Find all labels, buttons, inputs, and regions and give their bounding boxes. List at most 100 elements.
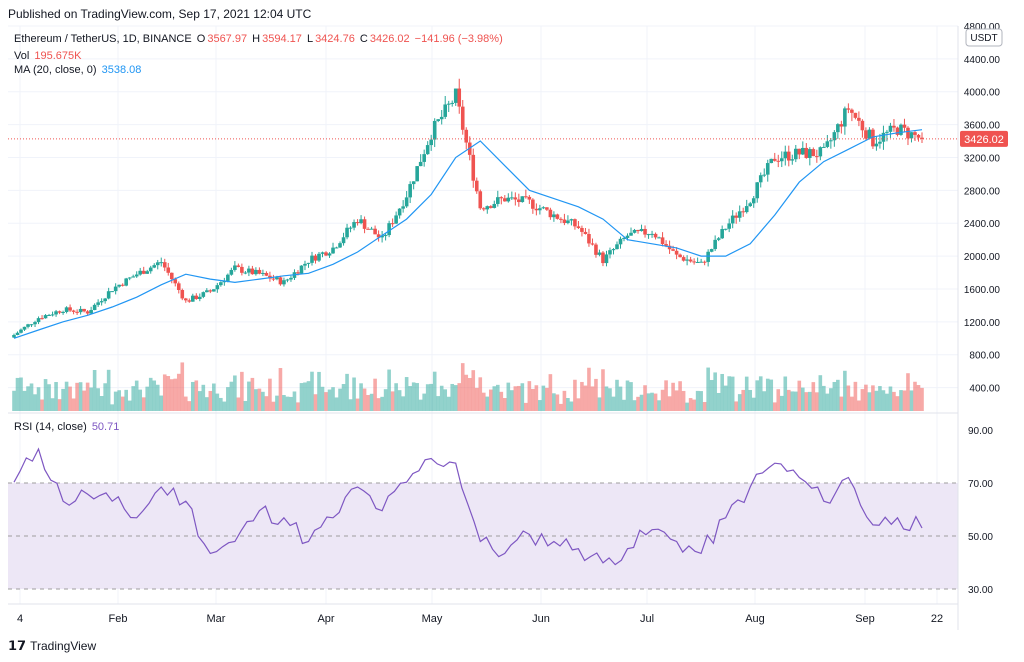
volume-bar — [278, 368, 283, 411]
volume-bar — [481, 392, 486, 411]
candle-body — [117, 284, 121, 287]
volume-bar — [559, 403, 563, 411]
volume-bar — [650, 392, 654, 411]
candle-body — [19, 329, 23, 333]
rsi-axis[interactable]: 30.00 50.00 70.00 90.00 — [968, 426, 993, 596]
candle-body — [99, 301, 104, 303]
volume-bar — [141, 397, 146, 411]
time-tick-label: Jun — [532, 613, 550, 625]
candle-body — [618, 238, 623, 245]
volume-bar — [580, 381, 584, 411]
candle-body — [801, 147, 805, 155]
candle-body — [765, 163, 770, 175]
candle-body — [776, 160, 781, 162]
volume-bar — [692, 399, 696, 411]
candle-body — [527, 196, 532, 200]
currency-badge[interactable] — [965, 28, 1003, 47]
candle-body — [243, 272, 248, 274]
volume-bar — [415, 383, 419, 411]
candle-body — [510, 197, 514, 199]
candlestick-series — [12, 78, 924, 338]
price-tick-label: 2800.00 — [964, 186, 1001, 197]
candle-body — [313, 255, 318, 261]
volume-bar — [793, 391, 798, 411]
candle-body — [233, 265, 237, 270]
volume-bar — [709, 379, 714, 411]
candle-body — [692, 261, 696, 263]
time-tick-label: Jul — [640, 613, 654, 625]
candle-body — [460, 106, 465, 130]
candle-body — [899, 124, 903, 135]
volume-bar — [531, 388, 535, 411]
volume-bar — [96, 388, 100, 411]
volume-bar — [808, 391, 812, 411]
candle-body — [68, 307, 72, 311]
candle-body — [443, 104, 448, 117]
volume-bar — [888, 386, 893, 411]
time-tick-label: Feb — [109, 613, 128, 625]
volume-bar — [737, 394, 742, 411]
candle-body — [331, 247, 335, 254]
volume-bar — [832, 381, 837, 411]
symbol-name[interactable]: Ethereum / TetherUS, 1D, BINANCE — [14, 33, 192, 45]
ma-legend: MA (20, close, 0) 3538.08 — [14, 64, 143, 76]
candle-body — [324, 252, 328, 256]
time-axis[interactable]: 4 Feb Mar Apr May Jun Jul Aug Sep 22 — [17, 613, 943, 625]
volume-bar — [850, 396, 854, 411]
candle-body — [54, 311, 58, 315]
candle-body — [895, 127, 900, 135]
volume-bar — [885, 393, 889, 411]
candle-body — [629, 232, 633, 236]
volume-bar — [334, 397, 339, 411]
candle-body — [411, 181, 416, 185]
tradingview-logo[interactable]: 𝟭𝟳 TradingView — [8, 638, 96, 654]
candle-body — [390, 223, 395, 225]
candle-body — [748, 203, 753, 207]
candle-body — [615, 244, 619, 250]
volume-bar — [71, 398, 76, 411]
time-tick-label: Apr — [317, 613, 334, 625]
volume-bar — [702, 402, 707, 411]
volume-bar — [180, 362, 185, 411]
volume-bar — [622, 399, 626, 411]
candle-body — [815, 156, 819, 158]
rsi-label[interactable]: RSI (14, close) — [14, 421, 87, 433]
candle-body — [829, 140, 833, 142]
candle-body — [913, 132, 917, 135]
time-tick-label: Aug — [745, 613, 765, 625]
candle-body — [744, 206, 749, 213]
ma-label[interactable]: MA (20, close, 0) — [14, 64, 97, 76]
volume-bar — [310, 371, 314, 411]
candle-body — [439, 116, 444, 120]
candle-body — [478, 191, 483, 209]
volume-bar — [643, 385, 647, 411]
candle-body — [219, 282, 223, 286]
candle-body — [906, 127, 910, 139]
volume-bar — [19, 377, 23, 411]
rsi-tick-label: 50.00 — [968, 532, 993, 543]
candle-body — [878, 141, 882, 144]
volume-bar — [120, 396, 125, 411]
candle-body — [432, 120, 437, 140]
candle-body — [205, 290, 209, 293]
candle-body — [611, 249, 616, 251]
price-axis[interactable]: 400.00 800.00 1200.00 1600.00 2000.00 2400.00… — [964, 22, 1001, 395]
candle-body — [706, 251, 710, 262]
candle-body — [113, 286, 118, 292]
candle-body — [369, 228, 374, 230]
candle-body — [26, 324, 30, 327]
candle-body — [664, 244, 668, 246]
volume-bars — [12, 362, 924, 411]
volume-bar — [604, 386, 609, 411]
volume-bar — [236, 397, 241, 411]
candle-body — [345, 227, 349, 238]
vol-label[interactable]: Vol — [14, 50, 30, 62]
candle-body — [699, 261, 703, 263]
currency-label: USDT — [970, 33, 997, 44]
volume-bar — [594, 378, 598, 411]
volume-bar — [517, 385, 521, 411]
volume-bar — [499, 391, 504, 411]
volume-bar — [653, 393, 658, 411]
candle-body — [534, 208, 539, 211]
